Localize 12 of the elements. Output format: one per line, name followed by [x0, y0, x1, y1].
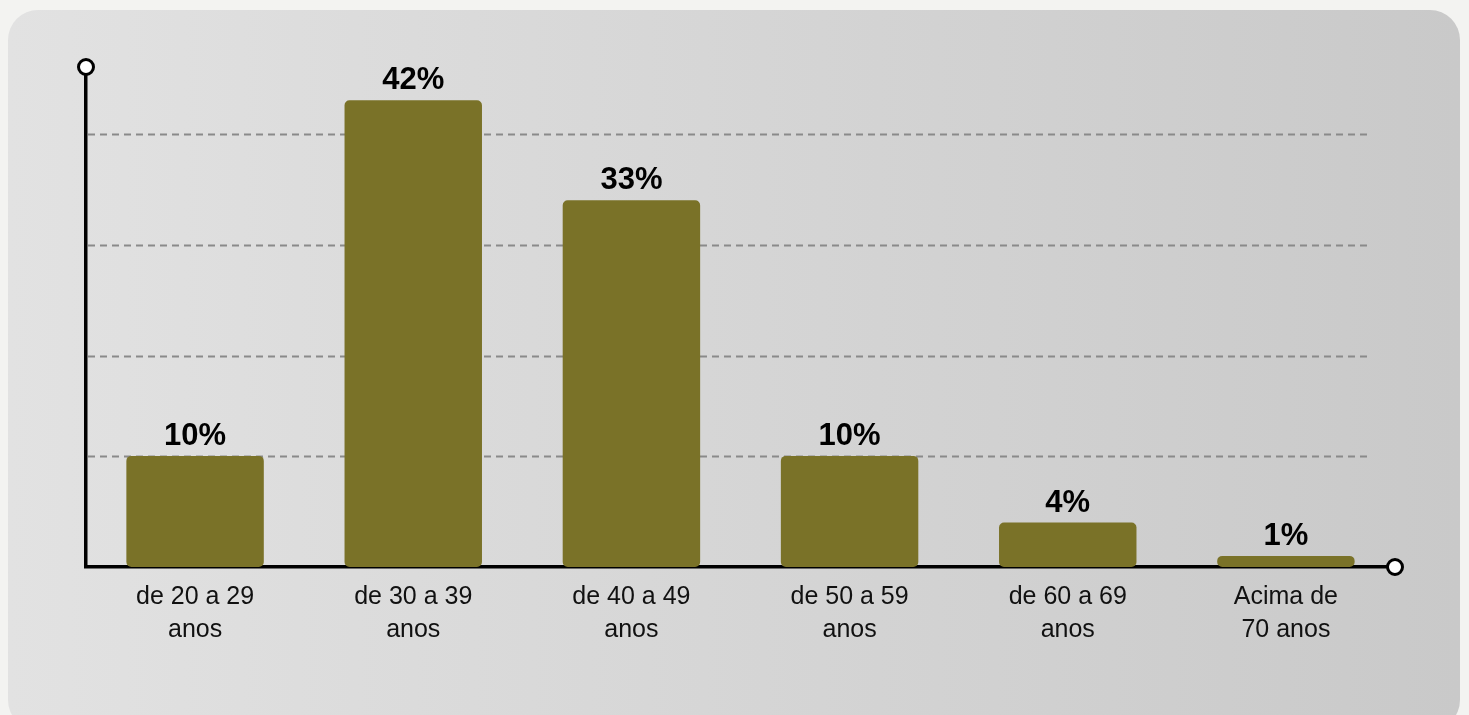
x-tick-label: de 60 a 69 anos — [1008, 581, 1127, 642]
x-tick-label: de 50 a 59 anos — [790, 581, 909, 642]
x-tick-label: de 30 a 39 anos — [354, 581, 473, 642]
data-label: 1% — [1263, 516, 1309, 552]
x-tick-label: de 40 a 49 anos — [572, 581, 691, 642]
data-label: 10% — [164, 416, 227, 452]
data-label: 33% — [600, 161, 663, 197]
data-label: 42% — [382, 61, 445, 97]
data-label: 4% — [1045, 483, 1091, 519]
x-tick-label: Acima de 70 anos — [1233, 581, 1339, 642]
x-tick-label: de 20 a 29 anos — [136, 581, 255, 642]
data-label: 10% — [818, 416, 881, 452]
